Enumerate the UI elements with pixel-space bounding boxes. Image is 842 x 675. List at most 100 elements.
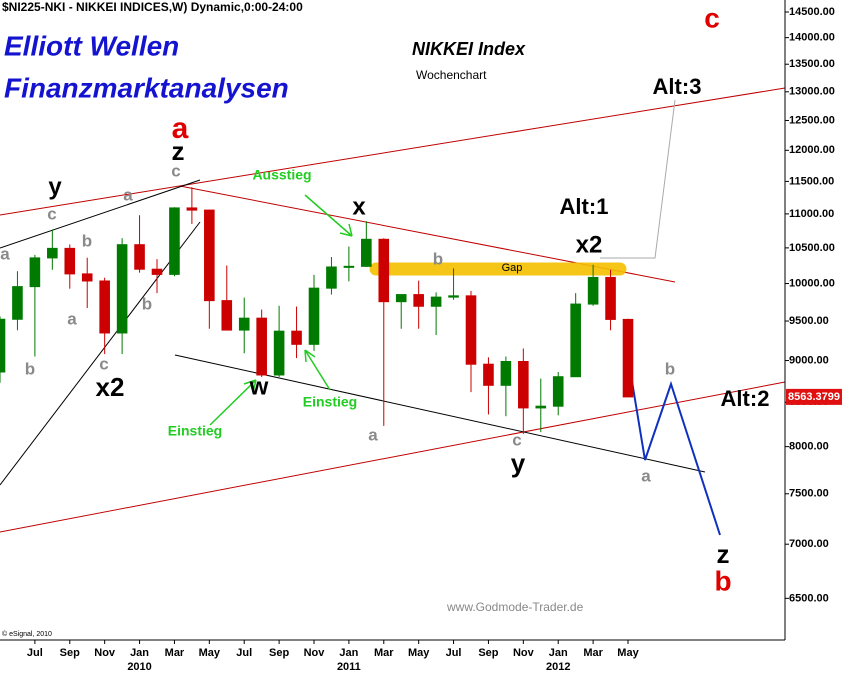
last-price-box [786, 388, 842, 405]
x-tick-label: Nov [304, 647, 326, 659]
candle-body [395, 294, 407, 303]
candle-body [256, 317, 267, 376]
wave-label: a [123, 185, 133, 204]
x-tick-label: Jul [27, 647, 43, 659]
trend-line [0, 179, 201, 249]
wave-label: x2 [576, 231, 603, 258]
wave-label: b [665, 359, 675, 378]
wave-label: c [47, 204, 56, 223]
candle-body [99, 280, 110, 334]
candle-body [378, 238, 390, 303]
alt-label: Alt:2 [721, 386, 770, 411]
candle-body [343, 265, 355, 268]
wave-label: z [172, 136, 185, 166]
candle-body [291, 330, 302, 345]
trend-line [0, 221, 201, 486]
candle-body [116, 244, 128, 334]
signal-label: Ausstieg [252, 167, 311, 183]
wave-label: y [48, 173, 62, 200]
y-tick-label: 14500.00 [789, 6, 835, 18]
trend-line [0, 87, 786, 216]
wave-label: b [433, 249, 443, 268]
candle-body [134, 244, 145, 270]
candle-body [151, 268, 163, 275]
x-tick-label: Sep [269, 647, 289, 659]
header: $NI225-NKI - NIKKEI INDICES,W) Dynamic,0… [2, 0, 303, 14]
wave-label: a [172, 112, 189, 145]
candle-body [622, 318, 634, 398]
candle-body [552, 376, 564, 407]
x-tick-label: May [408, 647, 430, 659]
x-tick-label: Jul [446, 647, 462, 659]
x-tick-label: May [199, 647, 221, 659]
wave-label: c [99, 354, 108, 373]
arrow [304, 349, 331, 391]
alt-label: Alt:3 [653, 74, 702, 99]
candle-body [308, 287, 320, 345]
y-tick-label: 9500.00 [789, 315, 829, 327]
wave-label: c [512, 430, 521, 449]
y-tick-label: 9000.00 [789, 354, 829, 366]
candle-body [221, 300, 233, 331]
candle-body [273, 330, 285, 376]
y-tick-label: 14000.00 [789, 32, 835, 44]
candle-body [12, 286, 23, 320]
candle-body [238, 317, 250, 331]
x-tick-label: Nov [94, 647, 116, 659]
candle-body [326, 266, 337, 289]
x-year-label: 2010 [127, 661, 151, 673]
title: Elliott Wellen [4, 30, 179, 61]
arrow [304, 194, 353, 237]
wave-label: b [714, 565, 731, 596]
wave-label: w [249, 373, 269, 400]
candle-body [518, 361, 529, 409]
source: www.Godmode-Trader.de [446, 600, 584, 614]
arrows [209, 194, 353, 426]
y-tick-label: 12000.00 [789, 144, 835, 156]
wave-label: x2 [96, 372, 125, 402]
candle-body [465, 295, 477, 365]
x-tick-label: Jul [236, 647, 252, 659]
candle-body [169, 207, 180, 275]
wave-label: a [67, 309, 77, 328]
wave-label: b [82, 231, 92, 250]
x-tick-label: Mar [374, 647, 394, 659]
projection [625, 344, 721, 536]
arrow [209, 379, 257, 426]
wave-label: c [704, 2, 720, 33]
connector [600, 99, 676, 259]
last-price-label: 8563.3799 [788, 391, 840, 403]
y-tick-label: 13000.00 [789, 86, 835, 98]
y-tick-label: 6500.00 [789, 592, 829, 604]
candle-body [535, 405, 547, 409]
y-tick-label: 7500.00 [789, 488, 829, 500]
signal-label: Einstieg [168, 423, 222, 439]
y-tick-label: 12500.00 [789, 114, 835, 126]
candle-body [47, 247, 58, 259]
wave-label: x [352, 193, 366, 220]
candle-body [0, 318, 6, 373]
x-year-label: 2012 [546, 661, 570, 673]
candle-body [204, 209, 215, 302]
candle-body [483, 363, 494, 386]
candle-body [413, 294, 424, 307]
y-tick-label: 10500.00 [789, 242, 835, 254]
wave-label: a [0, 244, 10, 263]
candle-body [587, 276, 599, 305]
x-tick-label: Mar [165, 647, 185, 659]
gap-label: Gap [502, 262, 523, 274]
x-tick-label: Sep [478, 647, 498, 659]
alt-label: Alt:1 [560, 194, 609, 219]
x-tick-label: May [617, 647, 639, 659]
wave-label: c [171, 161, 180, 180]
x-tick-label: Jan [549, 647, 568, 659]
x-tick-label: Jan [130, 647, 149, 659]
wave-label: y [511, 448, 526, 478]
y-tick-label: 11500.00 [789, 175, 834, 187]
x-tick-label: Sep [60, 647, 80, 659]
wave-label: a [368, 425, 378, 444]
candle-body [64, 247, 76, 275]
wave-label: b [142, 294, 152, 313]
